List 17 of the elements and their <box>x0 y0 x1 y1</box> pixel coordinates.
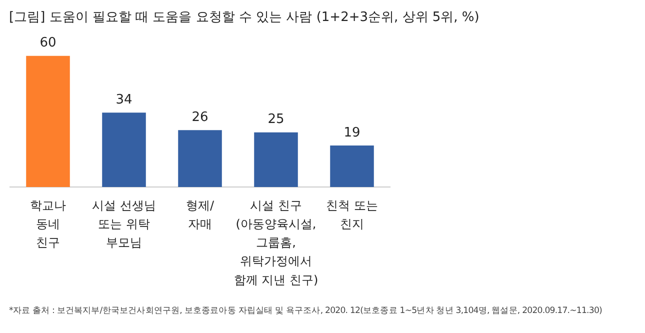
bar <box>178 130 222 187</box>
data-label: 60 <box>40 36 56 51</box>
bar <box>254 132 298 187</box>
x-tick-label: 형제/ 자매 <box>186 198 215 232</box>
data-label: 19 <box>344 125 360 140</box>
data-label: 26 <box>192 110 208 126</box>
x-tick-label: 시설 선생님 또는 위탁 부모님 <box>92 198 156 250</box>
x-tick-label: 친척 또는 친지 <box>326 198 378 232</box>
chart-title: [그림] 도움이 필요할 때 도움을 요청할 수 있는 사람 (1+2+3순위, 상위 5위, %) <box>9 9 480 26</box>
bar <box>330 145 374 187</box>
data-label: 34 <box>116 92 132 108</box>
text: *자료 출처 : 보건복지부/한국보건사회연구원, 보호종료아동 자립실태 및 욕구조사, 2020. 12(보호종료 1~5년차 청년 3,104명, 웹설문, 2020.09.17.~11.30) <box>9 305 602 317</box>
x-tick-label: 학교나 동네 친구 <box>30 198 66 250</box>
bar <box>102 112 146 187</box>
bar <box>26 56 70 187</box>
data-label: 25 <box>268 112 284 128</box>
x-tick-label: 시설 친구 (아동양육시설, 그룹홈, 위탁가정에서 함께 지낸 친구) <box>234 198 318 287</box>
